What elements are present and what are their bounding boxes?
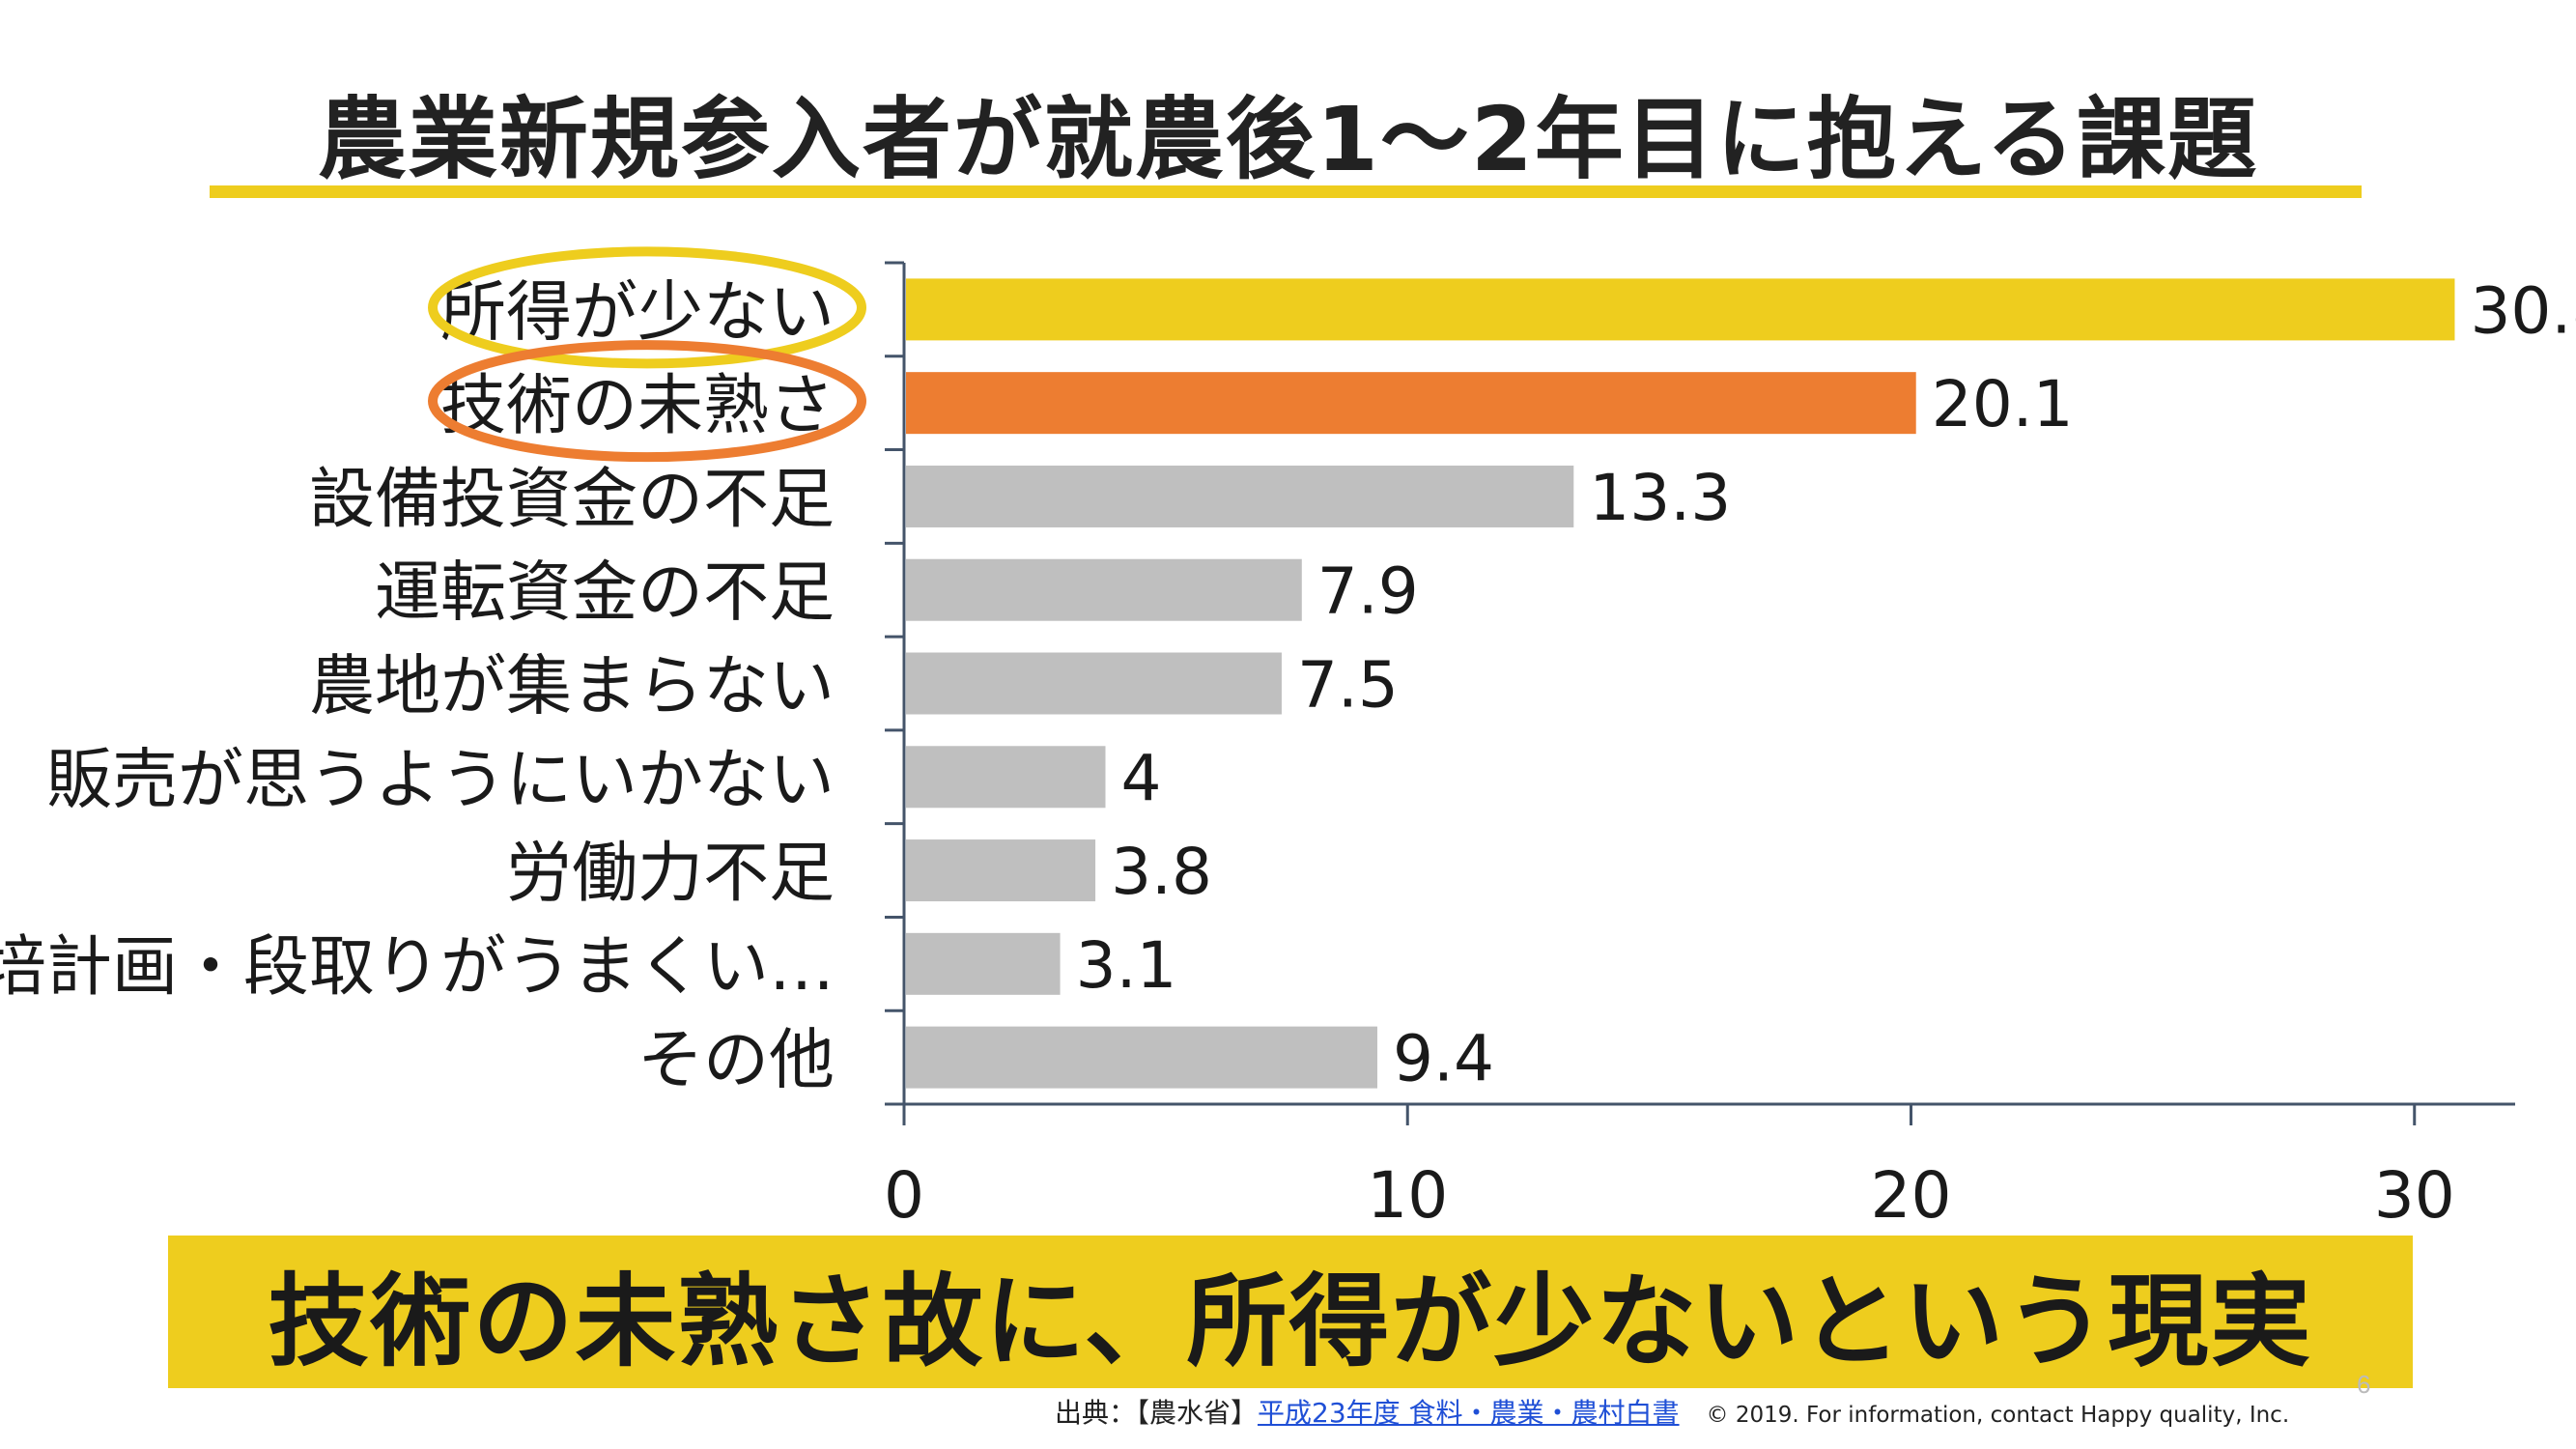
- category-label: 運転資金の不足: [375, 555, 835, 632]
- source-link[interactable]: 平成23年度 食料・農業・農村白書: [1258, 1397, 1680, 1429]
- bar-value-label: 13.3: [1589, 461, 1731, 535]
- bar-value-label: 4: [1121, 741, 1162, 815]
- category-label: 労働力不足: [506, 836, 835, 912]
- x-tick-label: 0: [884, 1158, 924, 1227]
- page-number: 6: [2357, 1370, 2371, 1399]
- x-tick-label: 30: [2374, 1158, 2455, 1227]
- bar: [906, 372, 1916, 435]
- bar: [906, 932, 1061, 995]
- category-label: その他: [637, 1023, 835, 1099]
- x-tick-label: 10: [1367, 1158, 1448, 1227]
- category-label: 販売が思うようにいかない: [46, 742, 835, 818]
- issues-bar-chart: 30.8 所得が少ない 20.1 技術の未熟さ 13.3 設備投資金の不足 7.9 運転資金の…: [0, 246, 2576, 1227]
- bar-value-label: 20.1: [1932, 367, 2074, 441]
- bar: [906, 839, 1096, 902]
- highlight-ring: [428, 246, 866, 369]
- x-tick-label: 20: [1871, 1158, 1952, 1227]
- footer: 出典：【農水省】 平成23年度 食料・農業・農村白書 © 2019. For i…: [1055, 1392, 2289, 1431]
- bar-value-label: 30.8: [2470, 273, 2576, 348]
- bar: [906, 652, 1282, 715]
- bar-value-label: 7.5: [1297, 648, 1399, 723]
- category-label: 所得が少ない: [440, 274, 835, 351]
- category-label: 栽培計画・段取りがうまくい…: [0, 929, 835, 1006]
- category-label: 設備投資金の不足: [309, 462, 835, 538]
- highlight-ring: [428, 340, 866, 463]
- bar-value-label: 3.1: [1076, 928, 1177, 1003]
- bar: [906, 465, 1574, 527]
- bar: [906, 746, 1106, 809]
- bar: [906, 278, 2455, 341]
- bar-value-label: 9.4: [1393, 1022, 1494, 1096]
- category-label: 農地が集まらない: [309, 649, 835, 725]
- bar-value-label: 7.9: [1317, 554, 1419, 629]
- bar: [906, 558, 1302, 621]
- category-label: 技術の未熟さ: [440, 368, 835, 444]
- slide-title: 農業新規参入者が就農後1～2年目に抱える課題: [317, 88, 2259, 191]
- source-prefix: 出典：【農水省】: [1055, 1397, 1259, 1429]
- copyright-notice: © 2019. For information, contact Happy q…: [1706, 1403, 2290, 1428]
- bar-value-label: 3.8: [1111, 835, 1212, 909]
- bar: [906, 1026, 1377, 1089]
- conclusion-banner: 技術の未熟さ故に、所得が少ないという現実: [168, 1236, 2413, 1388]
- title-underline: [210, 185, 2362, 198]
- conclusion-text: 技術の未熟さ故に、所得が少ないという現実: [268, 1262, 2313, 1380]
